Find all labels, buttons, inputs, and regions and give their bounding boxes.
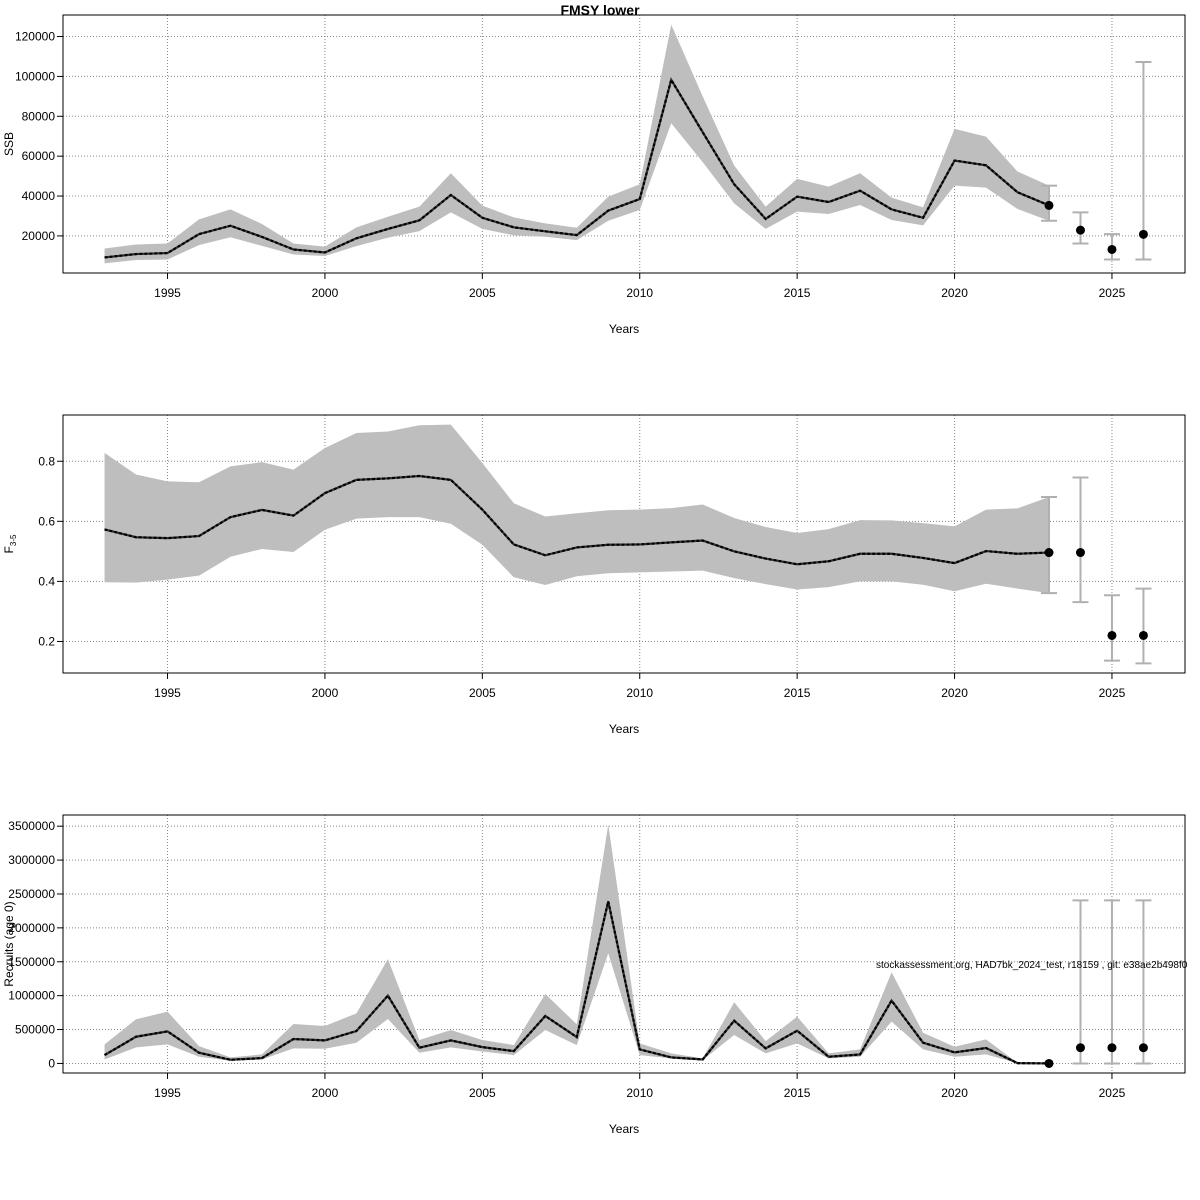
y-tick-label: 60000 (22, 149, 56, 163)
y-tick-label: 3500000 (8, 819, 55, 833)
x-tick-label: 2005 (469, 1086, 496, 1100)
panel-3: 1995 2000 2005 2010 2015 2020 2025 0 500000 10000… (2, 814, 1186, 1136)
y-tick-label: 500000 (15, 1023, 55, 1037)
panel-2: 1995 2000 2005 2010 2015 2020 2025 0.2 0.4 0.6 0.8… (2, 414, 1186, 736)
forecast-point (1107, 630, 1117, 640)
y-tick-label: 120000 (15, 30, 55, 44)
y-tick-label: 80000 (22, 109, 56, 123)
x-tick-label: 2020 (941, 1086, 968, 1100)
x-tick-label: 2010 (626, 1086, 653, 1100)
forecast-point (1044, 548, 1054, 558)
forecast-point (1075, 225, 1085, 235)
y-tick-label: 0 (48, 1056, 55, 1070)
watermark-text: stockassessment.org, HAD7bk_2024_test, r… (876, 960, 1188, 971)
figure-title: FMSY lower (560, 2, 640, 18)
y-tick-label: 0.4 (38, 574, 55, 588)
estimate-line-dashes (104, 901, 1050, 1065)
forecast-point (1107, 1043, 1117, 1053)
x-tick-label: 2010 (626, 286, 653, 300)
y-tick-label: 0.6 (38, 514, 55, 528)
forecast-point (1044, 200, 1054, 210)
forecast-point (1075, 548, 1085, 558)
y-tick-label: 100000 (15, 69, 55, 83)
x-tick-label: 2015 (784, 686, 811, 700)
x-tick-label: 1995 (154, 1086, 181, 1100)
y-tick-label: 2500000 (8, 887, 55, 901)
x-tick-label: 2025 (1099, 1086, 1126, 1100)
x-tick-label: 2020 (941, 686, 968, 700)
x-tick-label: 2020 (941, 286, 968, 300)
panel-1: 1995 2000 2005 2010 2015 2020 2025 20000 40000 60… (2, 14, 1186, 336)
confidence-band (104, 24, 1050, 264)
y-tick-label: 20000 (22, 229, 56, 243)
y-axis-label: SSB (2, 132, 16, 156)
x-tick-label: 2000 (312, 1086, 339, 1100)
x-tick-label: 2015 (784, 286, 811, 300)
plot-frame (62, 14, 1186, 274)
y-tick-label: 0.8 (38, 454, 55, 468)
forecast-point (1138, 1043, 1148, 1053)
y-tick-label: 1000000 (8, 989, 55, 1003)
plot-frame (62, 414, 1186, 674)
x-axis-label: Years (609, 1122, 639, 1136)
forecast-point (1044, 1058, 1054, 1068)
forecast-point (1138, 630, 1148, 640)
y-axis-label: F3-5 (2, 534, 18, 553)
x-axis-label: Years (609, 322, 639, 336)
forecast-point (1107, 244, 1117, 254)
y-tick-label: 2000000 (8, 921, 55, 935)
x-tick-label: 2005 (469, 286, 496, 300)
y-tick-label: 40000 (22, 189, 56, 203)
estimate-line-dashes (104, 474, 1050, 566)
y-tick-label: 0.2 (38, 634, 55, 648)
x-tick-label: 1995 (154, 686, 181, 700)
x-tick-label: 2005 (469, 686, 496, 700)
x-tick-label: 2015 (784, 1086, 811, 1100)
y-tick-label: 3000000 (8, 853, 55, 867)
x-tick-label: 2025 (1099, 686, 1126, 700)
x-tick-label: 2025 (1099, 286, 1126, 300)
estimate-line-dashes (104, 76, 1050, 259)
confidence-band (104, 424, 1050, 594)
x-tick-label: 2000 (312, 286, 339, 300)
y-axis-label: Recruits (age 0) (2, 901, 16, 986)
y-tick-label: 1500000 (8, 955, 55, 969)
x-tick-label: 2000 (312, 686, 339, 700)
x-tick-label: 1995 (154, 286, 181, 300)
plot-frame (62, 814, 1186, 1074)
x-tick-label: 2010 (626, 686, 653, 700)
forecast-point (1138, 229, 1148, 239)
forecast-point (1075, 1043, 1085, 1053)
x-axis-label: Years (609, 722, 639, 736)
